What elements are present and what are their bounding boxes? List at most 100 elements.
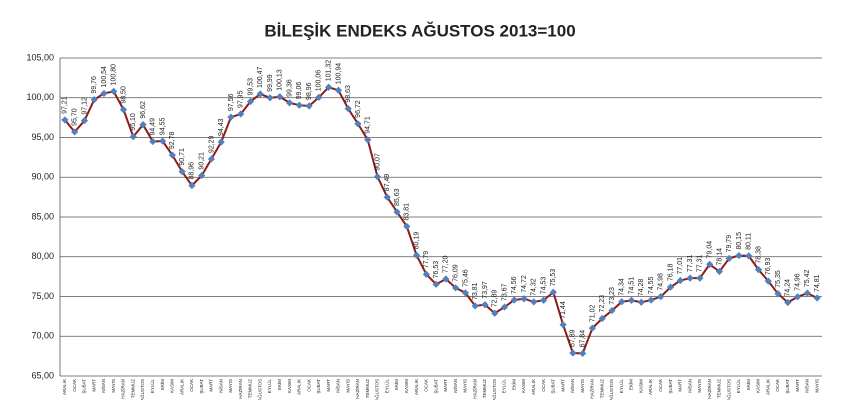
x-tick-label: EKİM — [745, 379, 751, 390]
value-label: 85,63 — [394, 188, 401, 206]
value-label: 74,34 — [619, 278, 626, 296]
x-tick-label: ŞUBAT — [785, 379, 790, 394]
value-label: 73,67 — [501, 283, 508, 301]
x-tick-label: AĞUSTOS — [139, 379, 145, 400]
x-tick-label: MART — [209, 379, 214, 392]
value-label: 76,09 — [452, 264, 459, 282]
x-tick-label: OCAK — [541, 379, 546, 392]
x-tick-label: EYLÜL — [501, 379, 507, 394]
value-label: 90,21 — [198, 152, 205, 170]
x-tick-label: EKİM — [510, 379, 516, 390]
x-tick-label: ŞUBAT — [199, 379, 204, 394]
x-tick-label: KASIM — [404, 379, 409, 393]
marker — [647, 296, 655, 304]
marker — [80, 117, 89, 125]
marker — [325, 83, 333, 91]
x-tick-label: MART — [795, 379, 800, 392]
x-tick-label: MAYIS — [580, 379, 585, 393]
value-label: 92,29 — [208, 135, 215, 153]
marker — [334, 86, 343, 94]
x-tick-label: OCAK — [424, 379, 429, 392]
value-label: 71,44 — [560, 301, 567, 319]
marker — [295, 101, 303, 109]
value-label: 79,79 — [726, 235, 733, 253]
x-tick-label: EYLÜL — [618, 379, 624, 394]
marker — [207, 155, 216, 163]
marker — [383, 193, 391, 201]
marker — [168, 151, 176, 159]
y-tick-label: 80,00 — [31, 251, 54, 261]
value-label: 77,20 — [443, 255, 450, 273]
marker — [373, 173, 382, 181]
x-tick-label: ŞUBAT — [82, 379, 87, 394]
value-label: 98,96 — [306, 82, 313, 100]
value-label: 87,49 — [384, 174, 391, 192]
x-tick-label: ARALIK — [765, 379, 770, 395]
value-label: 96,72 — [355, 100, 362, 118]
x-tick-label: MART — [560, 379, 565, 392]
value-label: 94,71 — [365, 116, 372, 134]
marker — [559, 321, 567, 329]
value-label: 80,15 — [736, 232, 743, 250]
marker — [725, 254, 733, 263]
x-tick-label: OCAK — [306, 379, 311, 392]
value-label: 97,95 — [238, 90, 245, 108]
x-tick-label: NİSAN — [100, 379, 106, 393]
marker — [569, 349, 577, 357]
x-tick-label: ŞUBAT — [668, 379, 673, 394]
value-label: 74,51 — [628, 277, 635, 295]
marker — [412, 251, 421, 259]
value-label: 92,78 — [169, 132, 176, 150]
marker — [188, 181, 196, 190]
y-tick-label: 90,00 — [31, 172, 54, 182]
marker — [579, 349, 587, 358]
x-tick-label: ARALIK — [297, 379, 302, 395]
marker — [510, 296, 518, 304]
marker — [461, 289, 470, 297]
x-tick-label: MART — [326, 379, 331, 392]
marker — [315, 93, 323, 101]
value-label: 100,47 — [257, 66, 264, 88]
x-tick-label: EKİM — [159, 379, 165, 390]
y-tick-label: 70,00 — [31, 331, 54, 341]
x-tick-label: HAZİRAN — [706, 379, 712, 399]
value-label: 80,19 — [413, 232, 420, 250]
marker — [158, 137, 167, 145]
x-tick-label: OCAK — [658, 379, 663, 392]
marker — [422, 270, 430, 278]
marker — [256, 90, 264, 98]
value-label: 99,06 — [296, 82, 303, 100]
x-tick-label: HAZİRAN — [120, 379, 126, 399]
x-tick-label: KASIM — [170, 379, 175, 393]
x-tick-label: AĞUSTOS — [491, 379, 497, 400]
marker — [471, 302, 479, 310]
x-tick-label: TEMMUZ — [130, 379, 135, 398]
x-tick-label: MAYIS — [345, 379, 350, 393]
marker — [676, 276, 684, 285]
marker — [627, 296, 636, 304]
x-tick-label: AĞUSTOS — [256, 379, 262, 400]
marker — [237, 110, 245, 118]
value-label: 100,54 — [101, 66, 108, 88]
value-label: 100,80 — [111, 64, 118, 86]
value-label: 94,49 — [150, 118, 157, 136]
marker — [666, 283, 675, 291]
value-label: 96,62 — [140, 101, 147, 119]
value-label: 78,38 — [755, 246, 762, 264]
marker — [745, 252, 753, 260]
value-label: 100,13 — [277, 69, 284, 91]
x-tick-label: OCAK — [189, 379, 194, 392]
x-tick-label: KASIM — [521, 379, 526, 393]
value-label: 83,81 — [404, 203, 411, 221]
x-tick-label: KASIM — [287, 379, 292, 393]
y-tick-label: 65,00 — [31, 370, 54, 380]
x-tick-label: NİSAN — [335, 379, 341, 393]
value-label: 75,35 — [775, 270, 782, 288]
x-tick-label: NİSAN — [804, 379, 810, 393]
x-tick-label: KASIM — [756, 379, 761, 393]
value-label: 97,56 — [228, 94, 235, 112]
x-tick-label: AĞUSTOS — [608, 379, 614, 400]
value-label: 99,76 — [91, 76, 98, 94]
value-label: 95,70 — [71, 108, 78, 126]
marker — [305, 102, 313, 110]
